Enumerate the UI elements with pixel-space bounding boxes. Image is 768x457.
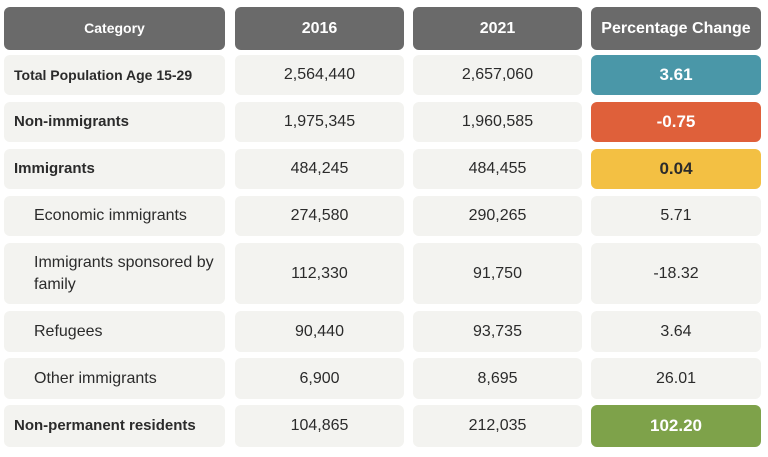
row-value-2016: 6,900 [235,358,404,399]
header-percentage-change: Percentage Change [591,7,761,50]
row-pct-change: 102.20 [591,405,761,447]
row-value-2016: 2,564,440 [235,55,404,95]
row-pct-change: -0.75 [591,102,761,142]
row-category: Economic immigrants [4,196,225,236]
row-value-2016: 1,975,345 [235,102,404,142]
row-category: Immigrants [4,149,225,189]
row-category: Total Population Age 15-29 [4,55,225,95]
row-value-2021: 484,455 [413,149,582,189]
row-category: Refugees [4,311,225,352]
row-pct-change: 26.01 [591,358,761,399]
row-pct-change: -18.32 [591,243,761,304]
row-category: Immigrants sponsored by family [4,243,225,304]
row-value-2016: 484,245 [235,149,404,189]
row-category: Non-immigrants [4,102,225,142]
row-pct-change: 0.04 [591,149,761,189]
row-value-2016: 112,330 [235,243,404,304]
row-value-2021: 8,695 [413,358,582,399]
row-value-2016: 274,580 [235,196,404,236]
row-pct-change: 5.71 [591,196,761,236]
header-2021: 2021 [413,7,582,50]
row-category: Non-permanent residents [4,405,225,447]
row-pct-change: 3.61 [591,55,761,95]
header-2016: 2016 [235,7,404,50]
row-value-2021: 93,735 [413,311,582,352]
row-value-2021: 212,035 [413,405,582,447]
header-category: Category [4,7,225,50]
row-value-2021: 290,265 [413,196,582,236]
row-value-2021: 2,657,060 [413,55,582,95]
row-pct-change: 3.64 [591,311,761,352]
row-value-2016: 104,865 [235,405,404,447]
row-value-2016: 90,440 [235,311,404,352]
row-value-2021: 1,960,585 [413,102,582,142]
row-category: Other immigrants [4,358,225,399]
row-value-2021: 91,750 [413,243,582,304]
